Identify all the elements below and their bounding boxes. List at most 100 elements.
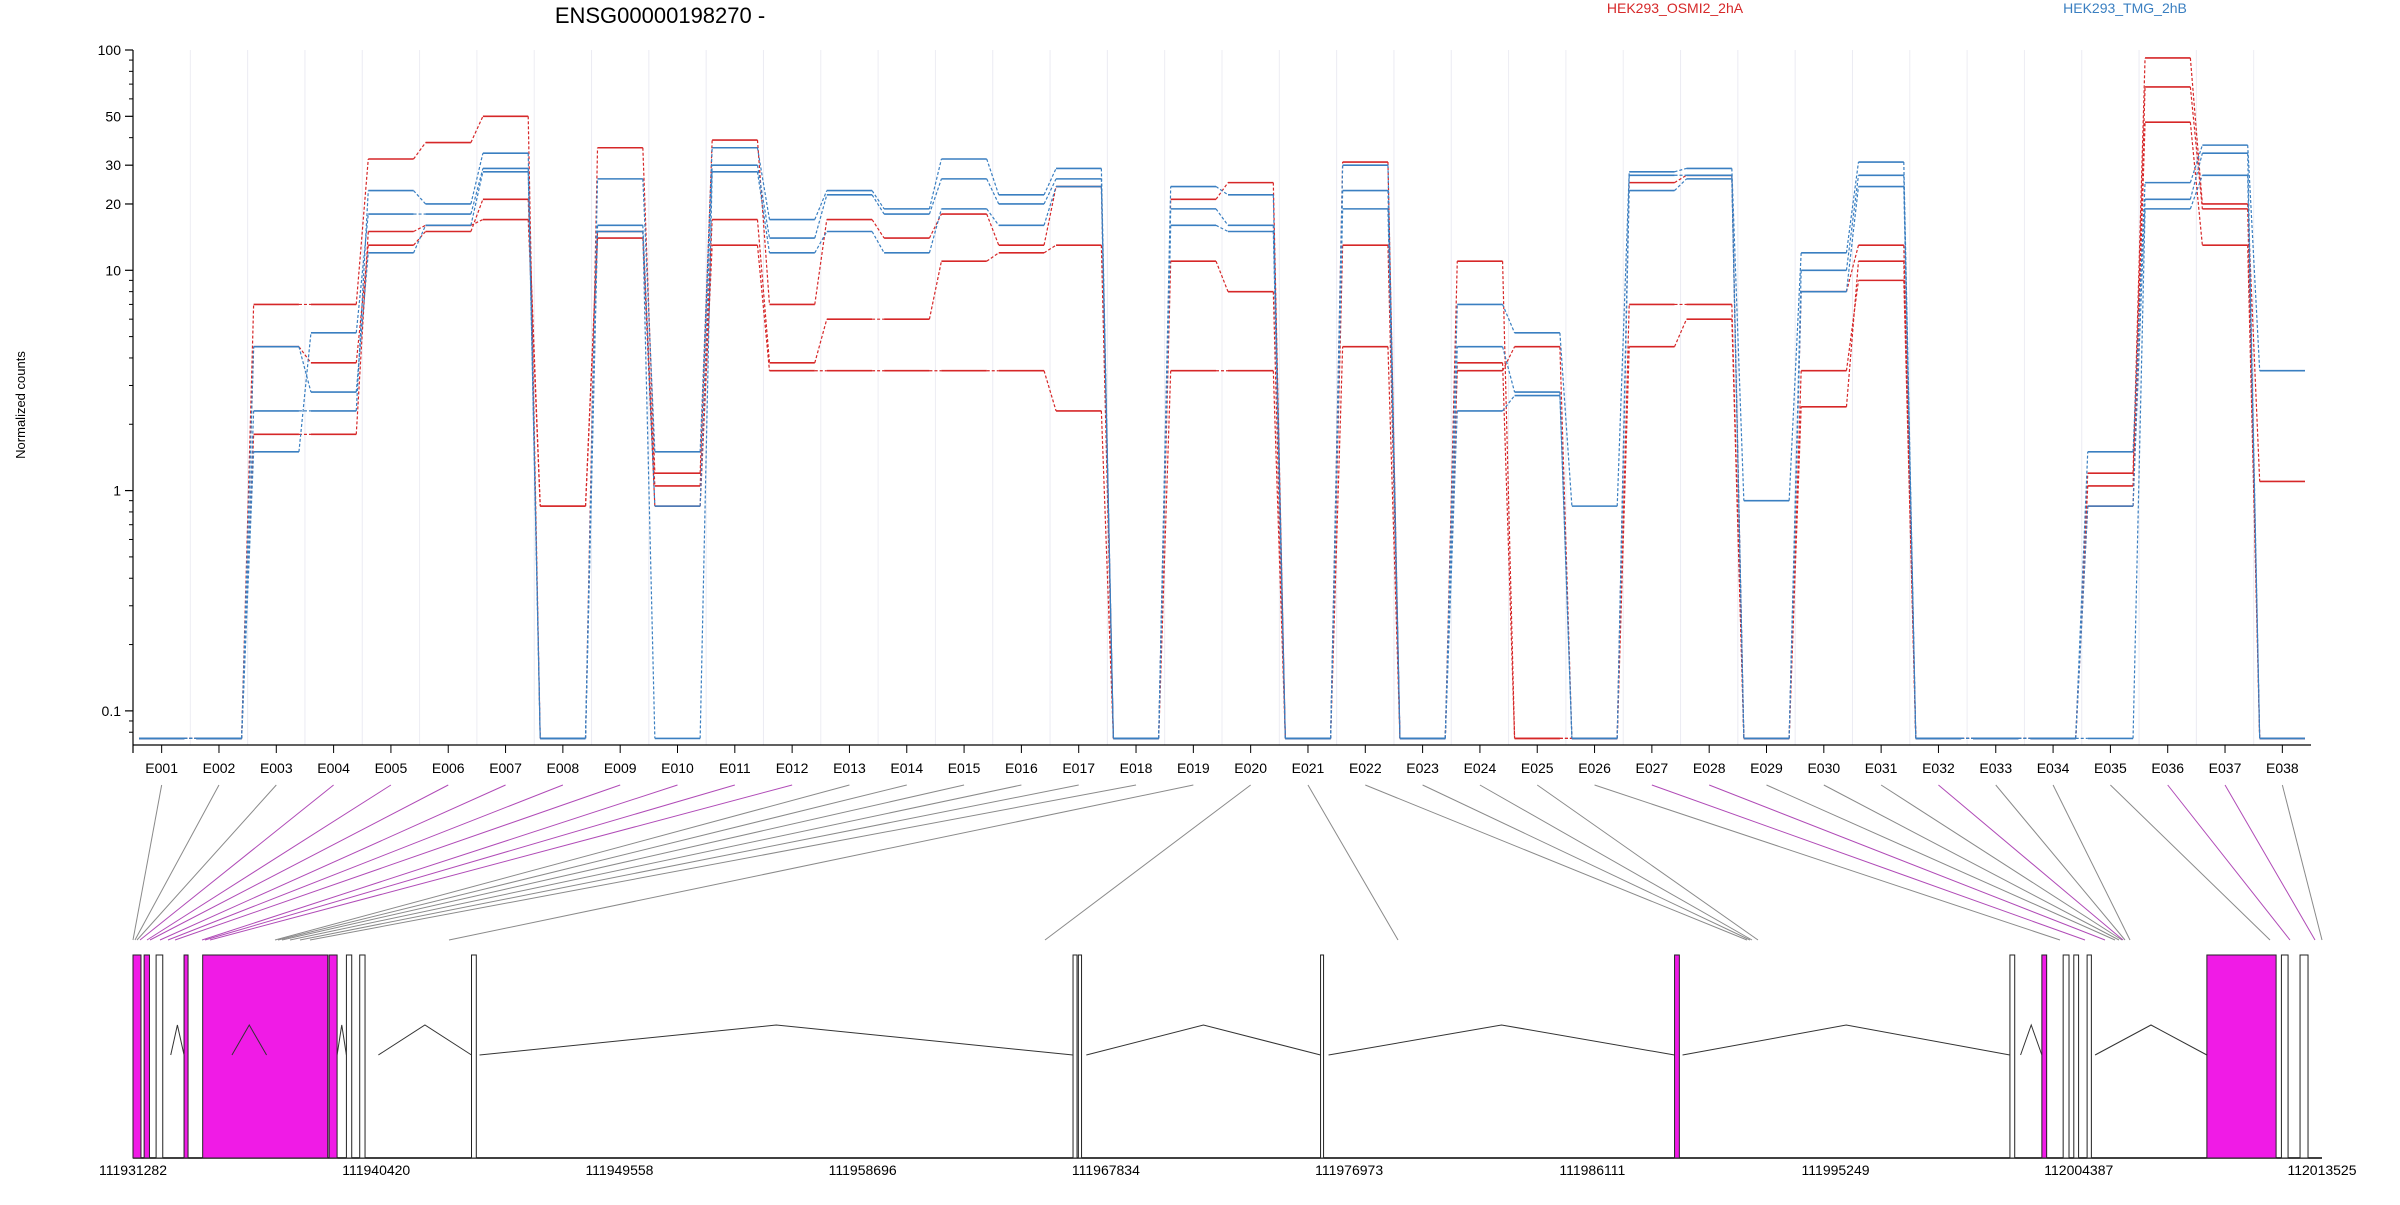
series-tmg-connector xyxy=(355,190,369,411)
series-tmg-connector xyxy=(699,165,713,507)
series-osmi2-connector xyxy=(871,219,885,239)
exon-connector-line xyxy=(209,784,793,941)
x-tick-label: E002 xyxy=(203,760,236,776)
series-tmg-connector xyxy=(1559,332,1573,507)
exon-feature xyxy=(1072,954,1078,1159)
exon-feature xyxy=(2062,954,2070,1159)
exon-connector-line xyxy=(1594,784,2061,941)
series-tmg-connector xyxy=(699,147,713,452)
intron-line xyxy=(1328,1024,1675,1056)
series-tmg-connector xyxy=(1158,225,1172,739)
x-tick-label: E011 xyxy=(719,760,751,776)
series-tmg-connector xyxy=(1215,208,1229,226)
exon-feature xyxy=(2041,954,2048,1159)
series-tmg-connector xyxy=(1215,224,1229,233)
series-tmg-connector xyxy=(2247,145,2261,371)
y-tick-label: 20 xyxy=(105,196,121,212)
series-osmi2-connector xyxy=(986,252,1000,262)
series-tmg-connector xyxy=(1616,190,1630,739)
x-tick-label: E028 xyxy=(1693,760,1726,776)
exon-connector-line xyxy=(309,784,1137,941)
x-tick-label: E036 xyxy=(2151,760,2184,776)
x-tick-label: E001 xyxy=(145,760,178,776)
series-tmg-connector xyxy=(1788,252,1802,501)
exon-feature xyxy=(202,954,329,1159)
series-osmi2-connector xyxy=(1674,174,1687,184)
series-tmg-connector xyxy=(1788,291,1802,739)
x-tick-label: E021 xyxy=(1292,760,1325,776)
series-tmg-connector xyxy=(2075,506,2089,739)
series-osmi2-connector xyxy=(1215,260,1229,292)
x-tick-label: E032 xyxy=(1922,760,1955,776)
exon-connector-line xyxy=(1766,784,2116,941)
exon-feature xyxy=(1077,954,1083,1159)
x-tick-label: E009 xyxy=(604,760,637,776)
exon-connector-line xyxy=(139,784,334,941)
x-tick-label: E033 xyxy=(1979,760,2012,776)
y-tick-label: 1 xyxy=(113,483,121,499)
series-tmg-connector xyxy=(1674,178,1687,192)
series-osmi2-connector xyxy=(298,346,312,364)
series-tmg-connector xyxy=(2189,175,2203,210)
series-osmi2-connector xyxy=(1043,244,1057,254)
x-tick-label: E026 xyxy=(1578,760,1611,776)
exon-connector-line xyxy=(274,784,850,941)
y-tick-label: 0.1 xyxy=(102,703,122,719)
exon-feature xyxy=(471,954,477,1159)
genomic-tick-label: 112004387 xyxy=(2044,1162,2113,1178)
exon-connector-line xyxy=(146,784,392,941)
intron-line xyxy=(1682,1024,2011,1056)
x-tick-label: E024 xyxy=(1464,760,1497,776)
series-tmg-connector xyxy=(1731,178,1745,739)
x-tick-label: E012 xyxy=(776,760,809,776)
exon-connector-line xyxy=(167,784,564,941)
x-tick-label: E019 xyxy=(1177,760,1210,776)
exon-connector-line xyxy=(299,784,1079,941)
exon-feature xyxy=(2299,954,2309,1159)
x-tick-label: E007 xyxy=(489,760,522,776)
series-tmg-connector xyxy=(2189,153,2203,200)
exon-feature xyxy=(2086,954,2092,1159)
exon-feature xyxy=(183,954,189,1159)
x-tick-label: E008 xyxy=(547,760,580,776)
exon-feature xyxy=(143,954,150,1159)
series-tmg-connector xyxy=(1845,175,1860,271)
x-tick-label: E003 xyxy=(260,760,293,776)
x-tick-label: E006 xyxy=(432,760,465,776)
series-tmg-connector xyxy=(699,171,713,739)
x-tick-label: E010 xyxy=(661,760,694,776)
series-tmg-connector xyxy=(1502,395,1516,412)
x-tick-label: E015 xyxy=(948,760,981,776)
exon-connector-line xyxy=(1995,784,2126,941)
exon-connector-line xyxy=(1709,784,2106,941)
genomic-tick-label: 111949558 xyxy=(585,1162,653,1178)
series-osmi2-connector xyxy=(756,140,771,305)
exon-connector-line xyxy=(2167,784,2291,941)
genomic-tick-label: 111958696 xyxy=(829,1162,897,1178)
intron-line xyxy=(231,1023,267,1056)
series-tmg-connector xyxy=(756,165,771,239)
series-tmg-connector xyxy=(1043,186,1057,226)
series-osmi2-connector xyxy=(814,219,828,305)
exon-feature xyxy=(2009,954,2016,1159)
exon-connector-line xyxy=(277,784,907,941)
series-tmg-connector xyxy=(871,231,885,254)
series-osmi2-connector xyxy=(413,224,426,233)
series-osmi2-connector xyxy=(355,231,369,435)
exon-connector-line xyxy=(149,784,449,941)
y-tick-label: 30 xyxy=(105,157,121,173)
exon-connector-line xyxy=(1880,784,2123,941)
series-osmi2-connector xyxy=(2132,57,2146,474)
exon-connector-line xyxy=(1823,784,2120,941)
series-tmg-connector xyxy=(814,194,828,239)
series-tmg-connector xyxy=(814,231,828,254)
series-tmg-connector xyxy=(2132,208,2146,739)
legend-entry-osmi2: HEK293_OSMI2_2hA xyxy=(1607,0,1744,16)
genomic-tick-label: 112013525 xyxy=(2287,1162,2356,1178)
intron-line xyxy=(170,1024,185,1056)
series-tmg-connector xyxy=(1387,208,1401,739)
series-osmi2-connector xyxy=(470,218,484,226)
exon-feature xyxy=(1674,954,1680,1159)
exon-connector-line xyxy=(1536,784,1759,941)
exon-connector-line xyxy=(1422,784,1751,941)
